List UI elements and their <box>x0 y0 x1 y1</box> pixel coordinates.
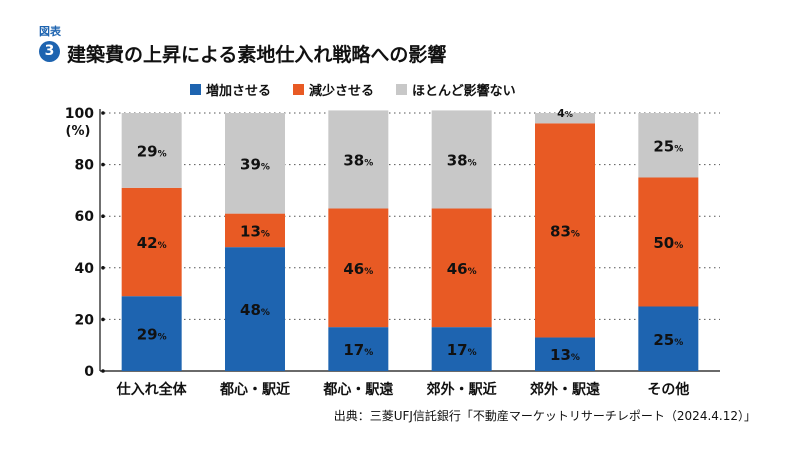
data-label: 48% <box>240 301 270 319</box>
x-tick-label: 郊外・駅遠 <box>530 381 600 398</box>
x-tick-label: 都心・駅近 <box>219 381 290 398</box>
data-label: 13% <box>240 222 270 240</box>
figure-number-badge: 3 <box>39 41 60 62</box>
x-tick-label: 仕入れ全体 <box>116 381 188 398</box>
bar-segment <box>121 187 182 297</box>
y-tick-label: 20 <box>75 312 95 328</box>
legend-label-decrease: 減少させる <box>309 84 375 99</box>
bar-segment <box>225 247 285 371</box>
legend-swatch-no-effect <box>396 84 408 95</box>
y-tick-label: 40 <box>75 261 95 277</box>
chart-title: 建築費の上昇による素地仕入れ戦略への影響 <box>67 44 447 66</box>
data-label: 38% <box>343 151 373 169</box>
data-label: 83% <box>550 222 580 240</box>
bar-segment <box>431 327 492 371</box>
bar-segment <box>225 113 285 214</box>
figure-label: 図表 <box>39 25 61 38</box>
data-label: 39% <box>240 155 270 173</box>
legend-label-increase: 増加させる <box>206 84 272 99</box>
bar-segment <box>121 113 182 188</box>
bar-segment <box>535 113 595 124</box>
bar-segment <box>638 306 699 371</box>
legend-item-increase: 増加させる <box>190 80 271 99</box>
y-tick-label: 0 <box>84 364 94 380</box>
bar-segment <box>535 123 595 338</box>
data-label: 29% <box>137 142 167 160</box>
legend-swatch-increase <box>190 84 201 95</box>
bar-segment <box>328 208 389 328</box>
bar-segment <box>328 327 389 371</box>
y-tick-label: 80 <box>75 158 95 174</box>
legend-swatch-decrease <box>293 84 305 95</box>
bar-segment <box>328 110 389 209</box>
bar-segment <box>431 208 492 328</box>
bar-segment <box>535 337 595 371</box>
x-tick-label: その他 <box>647 381 689 398</box>
bar-segment <box>638 113 699 178</box>
data-label: 17% <box>343 341 373 359</box>
data-label: 50% <box>653 234 683 252</box>
y-tick-label: 60 <box>75 209 95 225</box>
data-label: 42% <box>137 234 167 252</box>
data-label: 46% <box>343 260 373 278</box>
bar-segment <box>638 177 699 307</box>
y-tick-dot <box>101 162 105 167</box>
legend-item-no-effect: ほとんど影響ない <box>396 80 516 99</box>
legend: 増加させる 減少させる ほとんど影響ない <box>190 80 516 99</box>
x-tick-label: 都心・駅遠 <box>322 381 393 398</box>
bar-segment <box>431 110 492 209</box>
x-tick-label: 郊外・駅近 <box>427 381 497 398</box>
data-label: 46% <box>447 260 477 278</box>
bar-segment <box>225 213 285 248</box>
source-note: 出典：三菱UFJ信託銀行「不動産マーケットリサーチレポート（2024.4.12）… <box>333 409 756 423</box>
data-label: 25% <box>653 137 683 155</box>
legend-label-no-effect: ほとんど影響ない <box>412 84 516 99</box>
data-label: 17% <box>447 341 477 359</box>
data-label: 29% <box>137 326 167 344</box>
data-label: 4% <box>557 107 573 120</box>
y-tick-dot <box>101 317 105 322</box>
bar-segment <box>121 296 182 371</box>
y-tick-dot <box>101 214 105 218</box>
data-label: 25% <box>653 331 683 349</box>
y-tick-dot <box>101 266 105 270</box>
legend-item-decrease: 減少させる <box>293 80 374 99</box>
y-tick-dot <box>101 111 105 115</box>
y-tick-label: 100 <box>65 106 94 122</box>
y-unit-label: (%) <box>66 124 91 139</box>
data-label: 38% <box>447 151 477 169</box>
data-label: 13% <box>550 346 580 364</box>
